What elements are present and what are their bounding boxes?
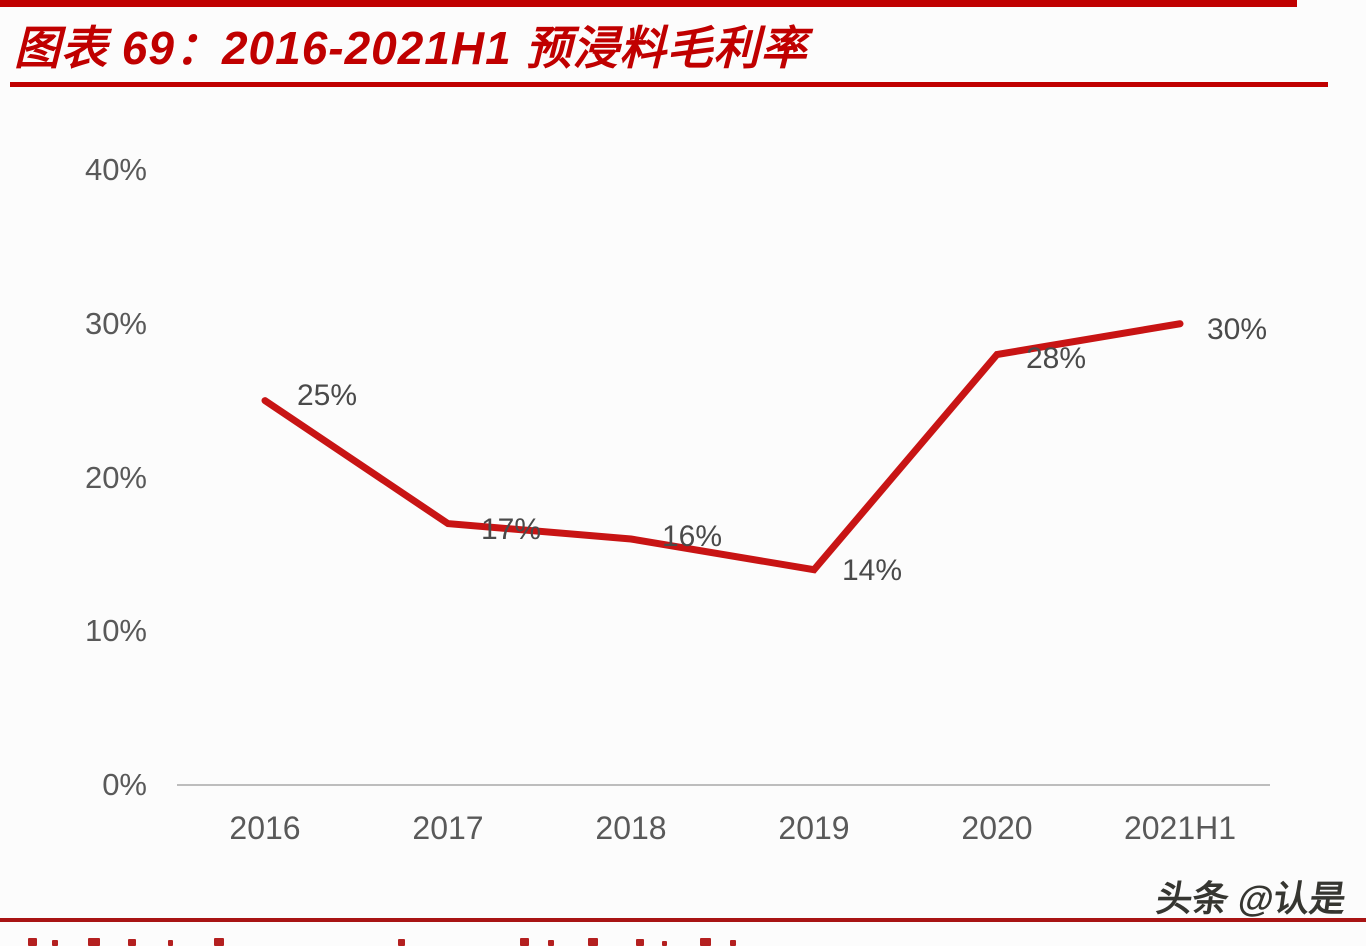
data-point-label: 25% [296,378,358,412]
y-tick-label: 40% [84,152,147,187]
x-tick-label: 2019 [778,810,850,846]
data-point-label: 28% [1025,341,1087,375]
y-tick-label: 10% [84,613,147,649]
data-point-label: 30% [1206,312,1268,346]
x-tick-label: 2016 [229,810,301,846]
figure-title: 图表 69：2016-2021H1 预浸料毛利率 [14,22,808,74]
data-point-label: 17% [480,512,542,546]
data-point-label: 16% [661,520,723,553]
x-tick-label: 2020 [961,810,1033,846]
bottom-red-rule [0,918,1366,922]
watermark: 头条 @认是 [1153,878,1349,919]
top-red-bar [0,0,1297,7]
x-tick-label: 2021H1 [1123,810,1237,846]
y-tick-label: 0% [102,767,147,802]
x-tick-label: 2018 [595,810,667,846]
y-tick-label: 20% [84,459,147,495]
data-point-label: 14% [841,553,903,587]
title-underline [10,82,1328,87]
x-tick-label: 2017 [412,810,484,846]
y-tick-label: 30% [84,305,147,341]
